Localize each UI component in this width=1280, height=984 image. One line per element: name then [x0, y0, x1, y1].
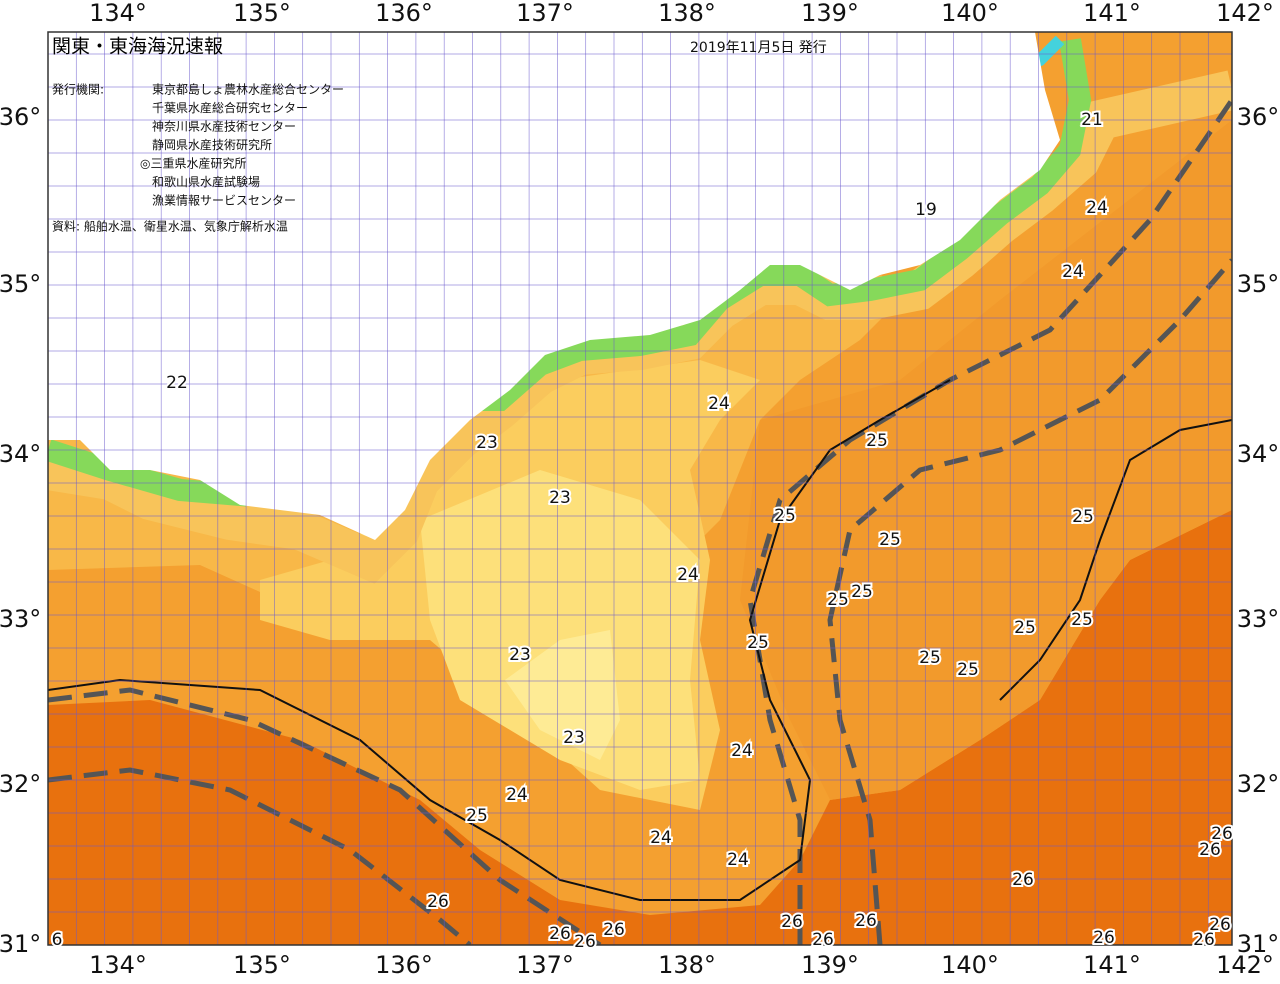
source: 資料: 船舶水温、衛星水温、気象庁解析水温	[52, 219, 288, 234]
longitude-label: 140°	[941, 0, 999, 27]
contour-label: 25	[919, 648, 941, 668]
kuroshio-axis	[827, 258, 1232, 945]
issue-date: 2019年11月5日 発行	[690, 40, 827, 56]
publisher: 和歌山県水産試験場	[152, 174, 260, 189]
longitude-label: 137°	[516, 951, 574, 979]
latitude-label: 34°	[0, 440, 41, 468]
publisher: ◎三重県水産研究所	[140, 156, 246, 171]
latitude-label: 36°	[0, 103, 41, 131]
publisher: 静岡県水産技術研究所	[152, 137, 272, 152]
sea-dark-orange	[48, 510, 1232, 945]
sea-pale-yellow	[505, 630, 620, 760]
longitude-label: 140°	[941, 951, 999, 979]
contour-label: 24	[677, 565, 699, 585]
contour-label: 24	[727, 850, 749, 870]
latitude-label: 31°	[1237, 930, 1280, 958]
contour-label: 22	[166, 373, 188, 393]
contour-label: 24	[650, 828, 672, 848]
contour-label: 24	[1086, 198, 1108, 218]
longitude-label: 136°	[375, 0, 433, 27]
contour-label: 25	[851, 582, 873, 602]
publisher: 千葉県水産総合研究センター	[152, 100, 308, 115]
longitude-label: 138°	[658, 951, 716, 979]
longitude-label: 138°	[658, 0, 716, 27]
longitude-label: 134°	[89, 0, 147, 27]
longitude-label: 134°	[89, 951, 147, 979]
publishers-label: 発行機関:	[52, 82, 104, 97]
contour-label: 25	[774, 506, 796, 526]
contour-label: 26	[603, 920, 625, 940]
latitude-label: 32°	[0, 770, 41, 798]
contour-label: 26	[1012, 870, 1034, 890]
latitude-label: 31°	[0, 930, 41, 958]
longitude-label: 139°	[801, 951, 859, 979]
longitude-label: 135°	[233, 0, 291, 27]
contour-label: 25	[466, 806, 488, 826]
contour-label: 19	[915, 200, 937, 220]
contour-label: 25	[827, 590, 849, 610]
longitude-label: 142°	[1216, 951, 1274, 979]
contour-label: 26	[812, 930, 834, 950]
contour-label: 25	[879, 530, 901, 550]
contour-label: 26	[1199, 840, 1221, 860]
kuroshio-axis	[48, 767, 472, 945]
contour-label: 23	[563, 728, 585, 748]
latitude-label: 35°	[1237, 270, 1280, 298]
latitude-label: 34°	[1237, 440, 1280, 468]
contour-label: 24	[708, 394, 730, 414]
sea-yellow	[420, 470, 700, 790]
publisher: 東京都島しょ農林水産総合センター	[152, 82, 344, 97]
contour-label: 23	[509, 645, 531, 665]
kuroshio-axis	[747, 98, 1232, 945]
longitude-label: 137°	[516, 0, 574, 27]
latitude-label: 35°	[0, 270, 41, 298]
contour-label: 26	[1093, 928, 1115, 948]
latitude-label: 36°	[1237, 103, 1280, 131]
map-frame	[47, 31, 1233, 946]
longitude-label: 141°	[1083, 951, 1141, 979]
contour-label: 26	[1193, 930, 1215, 950]
kuroshio-axis	[48, 687, 602, 945]
land	[48, 32, 1060, 540]
latitude-label: 33°	[1237, 605, 1280, 633]
contour-label: 23	[549, 488, 571, 508]
contour-label: 26	[549, 924, 571, 944]
sea-mid-orange	[740, 120, 1232, 800]
longitude-label: 141°	[1083, 0, 1141, 27]
contour-label: 24	[731, 741, 753, 761]
contour-label: 26	[1209, 915, 1231, 935]
longitude-label: 142°	[1216, 0, 1274, 27]
contour-label: 25	[747, 633, 769, 653]
contour-label: 23	[476, 433, 498, 453]
contour-label: 26	[855, 911, 877, 931]
contour-label: 26	[781, 912, 803, 932]
map-body	[48, 32, 1232, 945]
latitude-label: 32°	[1237, 770, 1280, 798]
contour-label: 26	[1211, 824, 1233, 844]
latitude-label: 33°	[0, 605, 41, 633]
publishers-list: 東京都島しょ農林水産総合センター千葉県水産総合研究センター神奈川県水産技術センタ…	[140, 82, 344, 208]
graticule	[48, 32, 1232, 945]
title: 関東・東海海況速報	[52, 36, 223, 58]
longitude-label: 136°	[375, 951, 433, 979]
publisher: 漁業情報サービスセンター	[152, 194, 296, 208]
contour-label: 6	[52, 930, 63, 950]
contour-label: 21	[1081, 110, 1103, 130]
longitude-label: 139°	[801, 0, 859, 27]
publisher: 神奈川県水産技術センター	[152, 119, 296, 134]
contour-label: 25	[1014, 618, 1036, 638]
contour-label: 26	[427, 892, 449, 912]
contour-label: 24	[1062, 262, 1084, 282]
contour-label: 25	[866, 431, 888, 451]
contour-label: 25	[1072, 507, 1094, 527]
isotherm-25	[48, 379, 951, 901]
contour-label: 25	[1071, 610, 1093, 630]
longitude-label: 135°	[233, 951, 291, 979]
contour-label: 24	[506, 785, 528, 805]
contour-label: 26	[574, 932, 596, 952]
contour-label: 25	[957, 660, 979, 680]
